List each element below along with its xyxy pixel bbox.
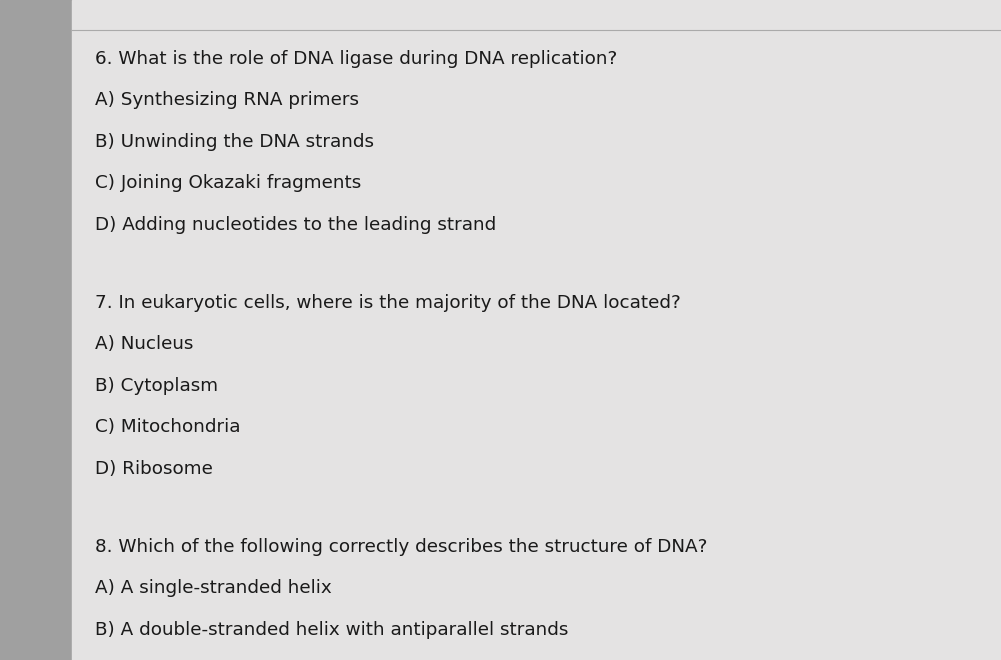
Text: D) Ribosome: D) Ribosome [95,460,213,478]
Text: B) Unwinding the DNA strands: B) Unwinding the DNA strands [95,133,374,150]
Text: 6. What is the role of DNA ligase during DNA replication?: 6. What is the role of DNA ligase during… [95,50,618,67]
Text: B) Cytoplasm: B) Cytoplasm [95,377,218,395]
Text: C) Mitochondria: C) Mitochondria [95,418,240,436]
Text: A) Synthesizing RNA primers: A) Synthesizing RNA primers [95,91,359,109]
Text: A) A single-stranded helix: A) A single-stranded helix [95,579,332,597]
Text: D) Adding nucleotides to the leading strand: D) Adding nucleotides to the leading str… [95,216,496,234]
Text: A) Nucleus: A) Nucleus [95,335,193,353]
Text: 8. Which of the following correctly describes the structure of DNA?: 8. Which of the following correctly desc… [95,538,708,556]
Text: 7. In eukaryotic cells, where is the majority of the DNA located?: 7. In eukaryotic cells, where is the maj… [95,294,681,312]
Text: C) Joining Okazaki fragments: C) Joining Okazaki fragments [95,174,361,192]
Bar [0,0,72,660]
Text: B) A double-stranded helix with antiparallel strands: B) A double-stranded helix with antipara… [95,621,569,639]
